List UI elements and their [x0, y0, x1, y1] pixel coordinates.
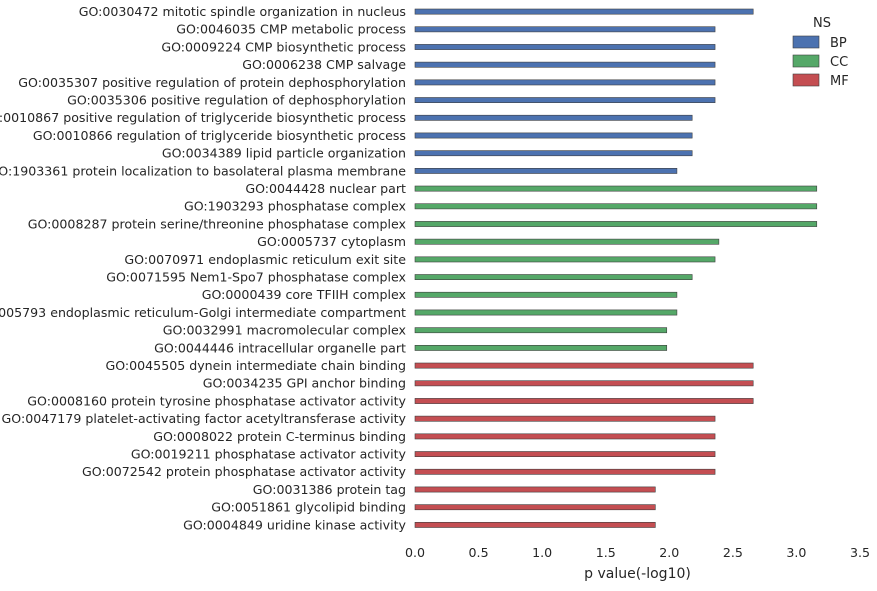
- bar-cc: [414, 327, 668, 334]
- bar-cc: [414, 309, 678, 316]
- bar-cc: [414, 274, 693, 280]
- category-label: GO:0032991 macromolecular complex: [163, 323, 407, 338]
- bar-bp: [414, 44, 716, 50]
- x-tick-label: 0.0: [405, 545, 425, 560]
- bars: [414, 8, 818, 528]
- category-label: GO:1903293 phosphatase complex: [184, 199, 407, 214]
- category-label: GO:0070971 endoplasmic reticulum exit si…: [124, 252, 406, 267]
- category-label: GO:0034389 lipid particle organization: [162, 146, 406, 161]
- x-tick-label: 1.5: [596, 545, 616, 560]
- bar-mf: [414, 433, 716, 440]
- category-label: GO:0008022 protein C-terminus binding: [153, 429, 406, 444]
- category-label: GO:0010866 regulation of triglyceride bi…: [33, 128, 406, 143]
- category-label: GO:0044446 intracellular organelle part: [154, 340, 406, 355]
- bar-bp: [414, 97, 716, 103]
- bar-mf: [414, 451, 716, 457]
- bar-bp: [414, 26, 716, 33]
- category-label: GO:0034235 GPI anchor binding: [203, 376, 406, 391]
- category-label: GO:0035307 positive regulation of protei…: [18, 75, 406, 90]
- x-tick-label: 3.0: [786, 545, 806, 560]
- bar-mf: [414, 398, 754, 404]
- bar-cc: [414, 185, 818, 192]
- bar-cc: [414, 203, 818, 210]
- category-label: GO:1903361 protein localization to basol…: [0, 163, 406, 178]
- category-label: GO:0044428 nuclear part: [245, 181, 406, 196]
- x-tick-label: 2.5: [723, 545, 743, 560]
- bar-mf: [414, 362, 754, 369]
- category-label: GO:0072542 protein phosphatase activator…: [82, 464, 406, 479]
- category-labels: GO:0030472 mitotic spindle organization …: [0, 4, 407, 532]
- bar-mf: [414, 468, 716, 475]
- category-label: GO:0031386 protein tag: [253, 482, 406, 497]
- category-label: GO:0051861 glycolipid binding: [211, 500, 406, 515]
- category-label: GO:0008160 protein tyrosine phosphatase …: [27, 393, 406, 408]
- x-tick-label: 2.0: [659, 545, 679, 560]
- bar-bp: [414, 79, 716, 86]
- bar-cc: [414, 238, 720, 245]
- bar-mf: [414, 504, 656, 511]
- legend-swatch-mf: [792, 73, 820, 87]
- x-axis: p value(-log10) 0.0 0.5 1.0 1.5 2.0 2.5 3.0 3.5: [405, 545, 870, 582]
- bar-cc: [414, 256, 716, 263]
- bar-mf: [414, 486, 656, 493]
- bar-cc: [414, 291, 678, 298]
- category-label: GO:0035306 positive regulation of dephos…: [67, 93, 406, 108]
- category-label: GO:0030472 mitotic spindle organization …: [79, 4, 406, 19]
- legend-label-cc: CC: [830, 55, 848, 70]
- legend-swatch-cc: [792, 54, 820, 68]
- category-label: GO:0045505 dynein intermediate chain bin…: [105, 358, 406, 373]
- bar-cc: [414, 221, 818, 227]
- legend-title: NS: [813, 16, 831, 31]
- legend-swatch-bp: [792, 35, 820, 49]
- bar-bp: [414, 150, 693, 157]
- legend-label-bp: BP: [830, 36, 847, 51]
- category-label: GO:0019211 phosphatase activator activit…: [131, 447, 407, 462]
- category-label: GO:0010867 positive regulation of trigly…: [0, 110, 406, 125]
- category-label: GO:0047179 platelet-activating factor ac…: [2, 411, 407, 426]
- category-label: GO:0005737 cytoplasm: [257, 234, 406, 249]
- category-label: GO:0046035 CMP metabolic process: [176, 22, 406, 37]
- category-label: GO:0008287 protein serine/threonine phos…: [28, 216, 407, 231]
- x-axis-title: p value(-log10): [584, 566, 691, 582]
- bar-cc: [414, 344, 668, 351]
- bar-bp: [414, 61, 716, 68]
- x-tick-label: 3.5: [850, 545, 870, 560]
- bar-bp: [414, 168, 678, 174]
- category-label: GO:0009224 CMP biosynthetic process: [161, 39, 406, 54]
- bar-mf: [414, 415, 716, 422]
- legend: NS BP CC MF: [792, 16, 849, 89]
- category-label: GO:0071595 Nem1-Spo7 phosphatase complex: [106, 270, 406, 285]
- category-label: GO:0006238 CMP salvage: [242, 57, 406, 72]
- bar-mf: [414, 521, 656, 528]
- category-label: GO:0005793 endoplasmic reticulum-Golgi i…: [0, 305, 406, 320]
- legend-label-mf: MF: [830, 74, 849, 89]
- bar-mf: [414, 380, 754, 387]
- category-label: GO:0004849 uridine kinase activity: [183, 517, 406, 532]
- x-tick-label: 1.0: [532, 545, 552, 560]
- x-tick-label: 0.5: [469, 545, 489, 560]
- bar-bp: [414, 8, 754, 15]
- bar-bp: [414, 114, 693, 121]
- bar-bp: [414, 132, 693, 139]
- category-label: GO:0000439 core TFIIH complex: [202, 287, 407, 302]
